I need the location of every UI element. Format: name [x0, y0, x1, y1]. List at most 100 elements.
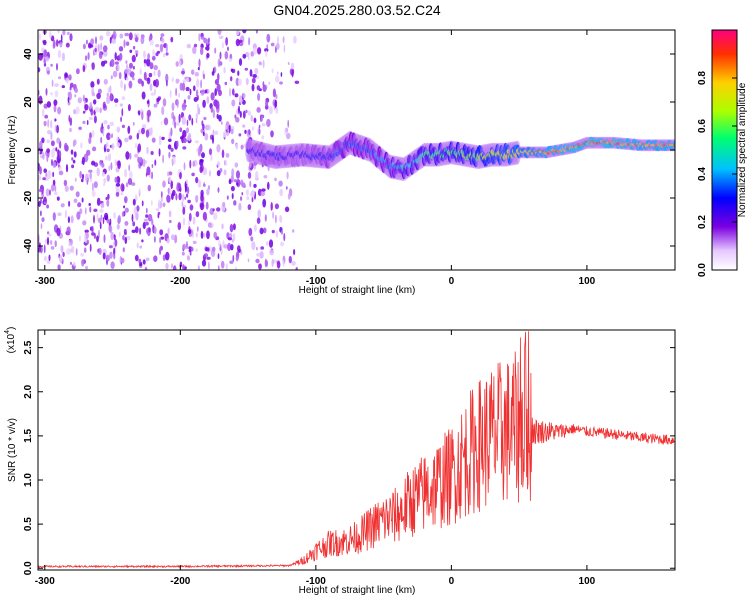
noise-blob: [90, 81, 95, 88]
noise-blob: [158, 148, 161, 157]
noise-blob: [241, 182, 246, 188]
noise-blob: [203, 73, 205, 80]
noise-blob: [54, 118, 57, 122]
noise-blob: [275, 94, 278, 99]
noise-blob: [50, 140, 55, 147]
noise-blob: [162, 202, 166, 207]
noise-blob: [70, 149, 74, 155]
noise-blob: [73, 261, 76, 267]
noise-blob: [198, 58, 201, 68]
noise-blob: [52, 161, 57, 169]
svg-text:(x104): (x104): [4, 327, 17, 354]
noise-blob: [191, 117, 194, 126]
noise-blob: [46, 139, 50, 144]
noise-blob: [177, 222, 182, 231]
noise-blob: [286, 171, 289, 180]
snr-x-axis-label: Height of straight line (km): [299, 585, 416, 596]
noise-blob: [60, 203, 65, 208]
noise-blob: [189, 88, 192, 96]
noise-blob: [109, 121, 115, 127]
noise-blob: [99, 208, 104, 213]
noise-blob: [96, 78, 100, 85]
noise-blob: [58, 150, 62, 159]
noise-blob: [87, 52, 90, 61]
noise-blob: [241, 192, 244, 196]
noise-blob: [127, 235, 131, 241]
noise-blob: [90, 108, 94, 116]
noise-blob: [194, 72, 200, 77]
noise-blob: [69, 33, 73, 42]
noise-blob: [176, 140, 179, 148]
noise-blob: [141, 239, 144, 243]
noise-blob: [141, 200, 144, 207]
noise-blob: [50, 92, 53, 96]
noise-blob: [91, 190, 96, 198]
noise-blob: [44, 56, 50, 62]
noise-blob: [66, 226, 71, 236]
noise-blob: [216, 83, 221, 93]
noise-blob: [117, 215, 122, 224]
noise-blob: [132, 45, 136, 50]
noise-blob: [132, 122, 135, 126]
noise-blob: [89, 44, 94, 48]
noise-blob: [207, 222, 212, 228]
noise-blob: [139, 68, 142, 75]
noise-blob: [93, 208, 98, 212]
noise-blob: [114, 61, 119, 65]
noise-blob: [75, 248, 78, 256]
noise-blob: [207, 185, 211, 190]
noise-blob: [254, 67, 259, 75]
noise-blob: [187, 95, 191, 100]
noise-blob: [256, 217, 261, 224]
noise-blob: [61, 52, 65, 62]
noise-blob: [218, 114, 222, 122]
noise-blob: [223, 169, 227, 176]
noise-blob: [43, 49, 48, 57]
noise-blob: [172, 265, 177, 270]
noise-blob: [155, 44, 160, 48]
noise-blob: [188, 132, 192, 142]
noise-blob: [201, 152, 205, 159]
noise-blob: [68, 240, 71, 247]
noise-blob: [51, 149, 55, 158]
noise-blob: [125, 77, 129, 81]
noise-blob: [107, 153, 112, 162]
noise-blob: [121, 124, 125, 129]
noise-blob: [80, 252, 84, 257]
noise-blob: [192, 160, 195, 167]
noise-blob: [91, 130, 95, 138]
noise-blob: [165, 44, 168, 53]
noise-blob: [46, 101, 52, 108]
noise-blob: [119, 103, 123, 107]
noise-blob: [189, 204, 194, 211]
noise-blob: [191, 172, 195, 177]
noise-blob: [133, 206, 137, 215]
noise-blob: [200, 230, 204, 239]
noise-blob: [271, 229, 275, 234]
noise-blob: [119, 255, 122, 264]
noise-blob: [46, 204, 49, 209]
noise-blob: [170, 147, 174, 152]
noise-blob: [73, 198, 78, 204]
noise-blob: [50, 246, 55, 250]
noise-blob: [183, 99, 187, 104]
noise-blob: [81, 178, 84, 183]
noise-blob: [250, 51, 255, 57]
noise-blob: [179, 59, 182, 67]
noise-blob: [159, 135, 162, 142]
noise-blob: [85, 39, 88, 45]
noise-blob: [137, 110, 141, 115]
noise-blob: [171, 192, 174, 200]
noise-blob: [187, 220, 191, 226]
noise-blob: [198, 145, 201, 155]
noise-blob: [41, 108, 45, 117]
noise-blob: [261, 123, 266, 127]
noise-blob: [116, 176, 121, 184]
x-tick-label: -200: [170, 576, 190, 587]
noise-blob: [275, 230, 279, 238]
noise-blob: [66, 31, 70, 36]
noise-blob: [104, 215, 109, 221]
noise-blob: [129, 170, 133, 180]
noise-blob: [135, 226, 139, 234]
noise-blob: [195, 176, 199, 184]
